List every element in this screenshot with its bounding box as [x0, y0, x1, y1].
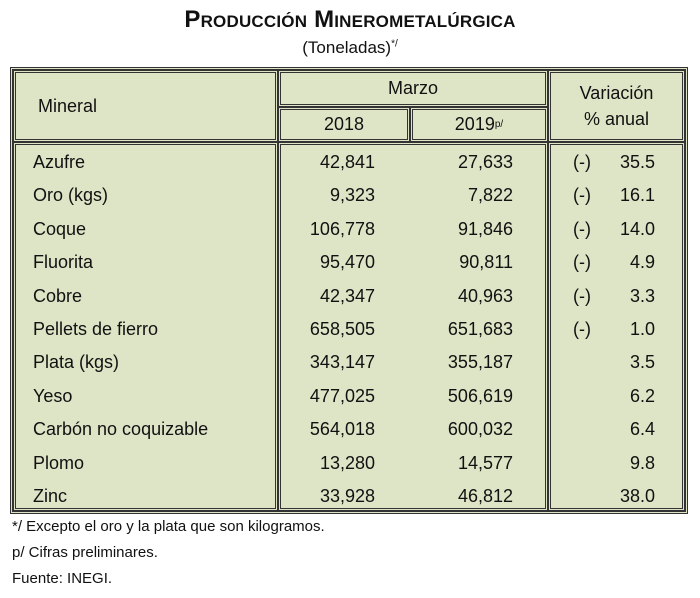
mineral-name: Fluorita — [33, 252, 94, 273]
variation-value: 1.0 — [629, 319, 655, 339]
value-2019: 46,812 — [457, 486, 513, 506]
variation-sign: (-) — [573, 319, 591, 339]
value-2018: 9,323 — [329, 185, 375, 206]
mineral-name: Zinc — [33, 486, 68, 506]
table-row: Carbón no coquizable 564,018 600,032 6.4 — [13, 413, 685, 447]
footnote: p/ Cifras preliminares. — [12, 544, 158, 561]
table-row: Plata (kgs) 343,147 355,187 3.5 — [13, 346, 685, 380]
variation-sign: (-) — [573, 285, 591, 306]
variation-value: 3.3 — [629, 285, 655, 306]
col-values — [278, 142, 548, 511]
header-variation: Variación % anual — [548, 70, 685, 142]
value-2018: 658,505 — [309, 319, 375, 339]
value-2018: 13,280 — [319, 452, 375, 473]
variation-value: 14.0 — [619, 218, 655, 239]
col-mineral — [13, 142, 278, 511]
table-row: Plomo 13,280 14,577 9.8 — [13, 447, 685, 481]
table-row: Fluorita 95,470 90,811 (-) 4.9 — [13, 246, 685, 280]
variation-value: 16.1 — [619, 185, 655, 206]
variation-value: 9.8 — [629, 452, 655, 473]
value-2018: 564,018 — [309, 419, 375, 440]
production-table: Mineral Marzo 2018 2019 p/ Variación % anu… — [10, 67, 688, 514]
footnote: */ Excepto el oro y la plata que son kil… — [12, 518, 325, 535]
mineral-name: Azufre — [33, 152, 86, 172]
value-2018: 95,470 — [319, 252, 375, 273]
variation-sign: (-) — [573, 152, 591, 172]
page-title: Producción Minerometalúrgica — [184, 6, 516, 33]
value-2018: 42,841 — [319, 152, 375, 172]
header-2019-text: 2019 — [454, 114, 495, 134]
value-2019: 506,619 — [447, 385, 513, 406]
mineral-name: Cobre — [33, 285, 83, 306]
value-2019: 90,811 — [459, 252, 513, 273]
value-2019: 651,683 — [447, 319, 513, 339]
value-2019: 40,963 — [457, 285, 513, 306]
variation-sign: (-) — [573, 252, 591, 273]
mineral-name: Yeso — [33, 385, 73, 406]
value-2018: 477,025 — [309, 385, 375, 406]
table-row: Pellets de fierro 658,505 651,683 (-) 1.… — [13, 313, 685, 347]
value-2019: 7,822 — [467, 185, 513, 206]
header-variation-line1: Variación — [579, 83, 654, 103]
variation-value: 6.4 — [629, 419, 655, 440]
value-2018: 343,147 — [309, 352, 375, 373]
value-2019: 355,187 — [447, 352, 513, 373]
value-2019: 600,032 — [447, 419, 513, 440]
header-2019: 2019 p/ — [410, 107, 548, 142]
col-variation — [548, 142, 685, 511]
table-row: Oro (kgs) 9,323 7,822 (-) 16.1 — [13, 179, 685, 213]
variation-value: 4.9 — [629, 252, 655, 273]
mineral-name: Pellets de fierro — [33, 319, 159, 339]
header-2019-sup: p/ — [494, 119, 504, 130]
variation-sign: (-) — [573, 218, 591, 239]
mineral-name: Coque — [33, 218, 87, 239]
table-row: Cobre 42,347 40,963 (-) 3.3 — [13, 280, 685, 314]
variation-value: 38.0 — [619, 486, 655, 506]
footnote: Fuente: INEGI. — [12, 570, 113, 587]
value-2018: 42,347 — [319, 285, 375, 306]
header-mineral: Mineral — [13, 70, 278, 142]
variation-value: 35.5 — [619, 152, 655, 172]
mineral-name: Carbón no coquizable — [33, 419, 209, 440]
value-2018: 106,778 — [309, 218, 375, 239]
subtitle: (Toneladas)*/ — [0, 38, 700, 58]
variation-value: 6.2 — [629, 385, 655, 406]
value-2019: 91,846 — [457, 218, 513, 239]
subtitle-sup: */ — [391, 38, 398, 50]
mineral-name: Oro (kgs) — [33, 185, 109, 206]
header-variation-line2: % anual — [583, 109, 650, 129]
table-row: Yeso 477,025 506,619 6.2 — [13, 380, 685, 414]
mineral-name: Plomo — [33, 452, 85, 473]
header-period: Marzo — [278, 70, 548, 107]
value-2019: 14,577 — [457, 452, 513, 473]
variation-sign: (-) — [573, 185, 591, 206]
subtitle-text: (Toneladas) — [302, 38, 392, 57]
table-row: Coque 106,778 91,846 (-) 14.0 — [13, 213, 685, 247]
mineral-name: Plata (kgs) — [33, 352, 120, 373]
value-2019: 27,633 — [457, 152, 513, 172]
variation-value: 3.5 — [629, 352, 655, 373]
value-2018: 33,928 — [319, 486, 375, 506]
table-row: Azufre 42,841 27,633 (-) 35.5 — [13, 146, 685, 180]
table-row: Zinc 33,928 46,812 38.0 — [13, 480, 685, 514]
header-2018: 2018 — [278, 107, 410, 142]
